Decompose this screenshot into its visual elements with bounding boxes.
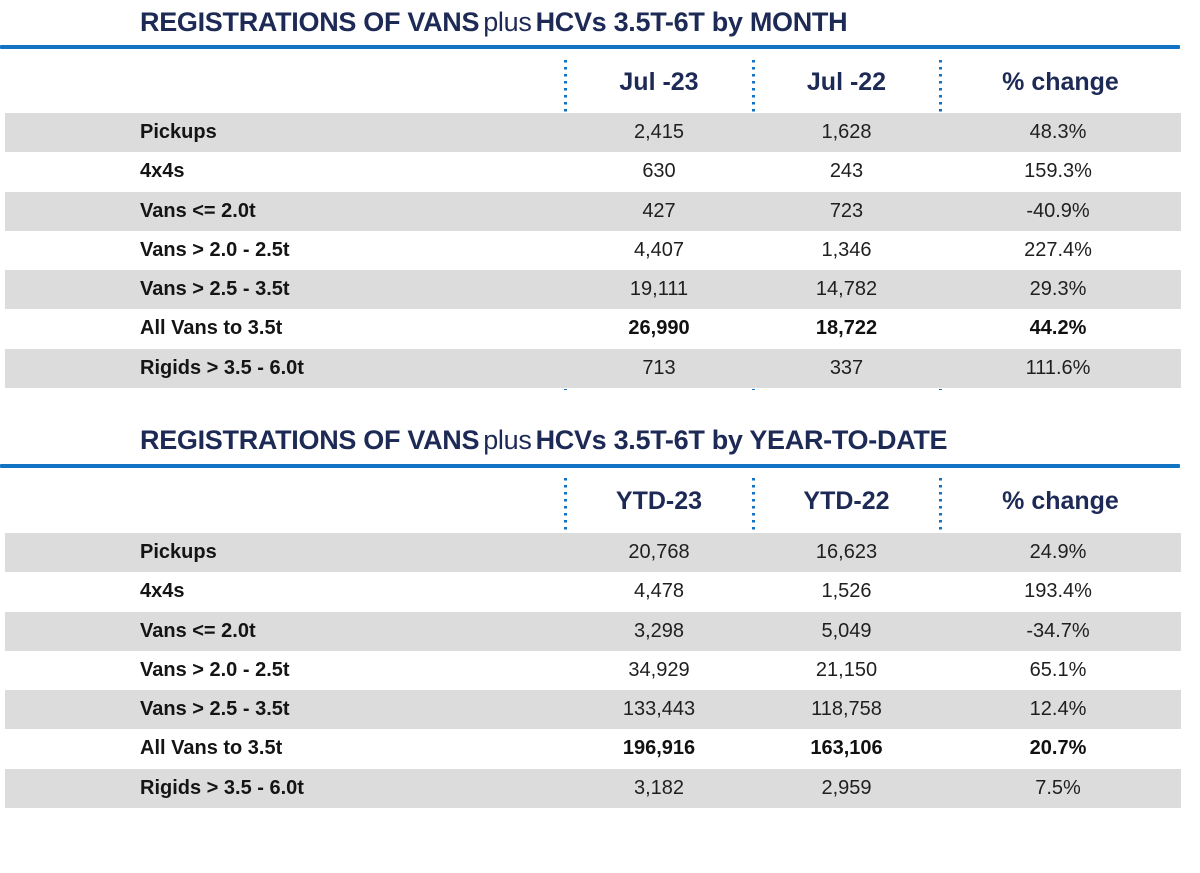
table-row-total: All Vans to 3.5t 26,990 18,722 44.2%	[5, 309, 1181, 349]
section-divider-rule	[0, 464, 1180, 468]
row-label: Vans > 2.5 - 3.5t	[140, 698, 290, 721]
value-jul22: 14,782	[815, 278, 878, 301]
value-pct-change: 12.4%	[1029, 698, 1087, 721]
value-pct-change: 65.1%	[1029, 658, 1087, 681]
table-row: 4x4s 4,478 1,526 193.4%	[5, 572, 1181, 612]
title-part-bold: HCVs 3.5T-6T by YEAR-TO-DATE	[535, 425, 948, 455]
row-label: 4x4s	[140, 580, 185, 603]
table-row: Pickups 20,768 16,623 24.9%	[5, 533, 1181, 573]
value-ytd23: 3,298	[633, 619, 685, 642]
column-header-jul22: Jul -22	[806, 68, 887, 96]
value-ytd22: 1,526	[821, 580, 872, 603]
row-label: Rigids > 3.5 - 6.0t	[140, 356, 304, 379]
value-ytd22: 2,959	[821, 776, 872, 799]
column-header-ytd23: YTD-23	[615, 487, 703, 515]
value-jul22: 1,628	[821, 121, 872, 143]
table-row: Vans > 2.0 - 2.5t 34,929 21,150 65.1%	[5, 650, 1181, 691]
title-part-bold: REGISTRATIONS OF VANS	[140, 7, 480, 37]
title-part-light: plus	[483, 7, 532, 37]
ytd-table-title: REGISTRATIONS OF VANS plus HCVs 3.5T-6T by…	[140, 424, 948, 456]
row-label: All Vans to 3.5t	[140, 317, 283, 340]
row-label: All Vans to 3.5t	[140, 737, 283, 760]
table-row: Vans > 2.0 - 2.5t 4,407 1,346 227.4%	[5, 230, 1181, 271]
value-pct-change: 159.3%	[1024, 160, 1092, 183]
value-ytd23: 3,182	[633, 776, 685, 799]
value-pct-change: 193.4%	[1024, 580, 1092, 603]
row-label: 4x4s	[140, 160, 185, 183]
row-label: Vans > 2.0 - 2.5t	[140, 238, 290, 261]
value-ytd23: 34,929	[628, 658, 690, 681]
value-jul23: 427	[642, 199, 676, 222]
value-ytd22: 118,758	[811, 698, 882, 721]
value-ytd23: 20,768	[628, 541, 690, 563]
value-jul22: 18,722	[815, 317, 878, 340]
value-pct-change: -34.7%	[1026, 619, 1090, 642]
value-ytd22: 21,150	[815, 658, 878, 681]
ytd-table-body: Pickups 20,768 16,623 24.9% 4x4s 4,478 1…	[5, 533, 1181, 809]
value-jul23: 630	[642, 160, 676, 183]
row-label: Vans <= 2.0t	[140, 199, 256, 222]
value-pct-change: 227.4%	[1024, 238, 1092, 261]
row-label: Pickups	[140, 541, 217, 563]
value-jul23: 26,990	[628, 317, 690, 340]
value-ytd23: 4,478	[633, 580, 685, 603]
table-row: Vans > 2.5 - 3.5t 19,111 14,782 29.3%	[5, 270, 1181, 310]
value-ytd22: 5,049	[821, 619, 872, 642]
table-row: Rigids > 3.5 - 6.0t 713 337 111.6%	[5, 348, 1181, 389]
title-part-bold: REGISTRATIONS OF VANS	[140, 425, 480, 455]
section-divider-rule	[0, 45, 1180, 49]
value-jul23: 713	[642, 356, 676, 379]
column-header-jul23: Jul -23	[619, 68, 699, 96]
value-ytd22: 163,106	[810, 737, 883, 760]
value-pct-change: 20.7%	[1029, 737, 1087, 760]
value-jul22: 243	[829, 160, 864, 183]
value-pct-change: 24.9%	[1029, 541, 1087, 563]
table-row: Vans <= 2.0t 427 723 -40.9%	[5, 191, 1181, 231]
row-label: Rigids > 3.5 - 6.0t	[140, 776, 304, 799]
value-ytd23: 133,443	[622, 698, 696, 721]
row-label: Vans > 2.0 - 2.5t	[140, 658, 290, 681]
table-row: Vans > 2.5 - 3.5t 133,443 118,758 12.4%	[5, 690, 1181, 730]
monthly-table-title: REGISTRATIONS OF VANS plus HCVs 3.5T-6T by…	[140, 6, 848, 38]
table-row: Vans <= 2.0t 3,298 5,049 -34.7%	[5, 611, 1181, 651]
table-row-total: All Vans to 3.5t 196,916 163,106 20.7%	[5, 729, 1181, 769]
value-pct-change: 48.3%	[1029, 121, 1087, 143]
table-row: Rigids > 3.5 - 6.0t 3,182 2,959 7.5%	[5, 768, 1181, 809]
value-jul23: 4,407	[633, 238, 685, 261]
ytd-table-header: YTD-23 YTD-22 % change	[0, 474, 1181, 529]
value-pct-change: 111.6%	[1025, 356, 1091, 379]
table-row: 4x4s 630 243 159.3%	[5, 152, 1181, 192]
table-row: Pickups 2,415 1,628 48.3%	[5, 113, 1181, 153]
column-header-pct-change: % change	[1002, 68, 1119, 96]
column-header-pct-change: % change	[1002, 487, 1119, 515]
monthly-table-body: Pickups 2,415 1,628 48.3% 4x4s 630 243 1…	[5, 113, 1181, 389]
row-label: Vans > 2.5 - 3.5t	[140, 278, 290, 301]
row-label: Vans <= 2.0t	[140, 619, 256, 642]
value-pct-change: 7.5%	[1035, 776, 1081, 799]
value-jul23: 2,415	[633, 121, 685, 143]
title-part-bold: HCVs 3.5T-6T by MONTH	[535, 7, 848, 37]
row-label: Pickups	[140, 121, 217, 143]
value-pct-change: 44.2%	[1029, 317, 1087, 340]
title-part-light: plus	[483, 425, 532, 455]
value-jul22: 723	[829, 199, 864, 222]
value-ytd22: 16,623	[815, 541, 878, 563]
value-jul22: 337	[829, 356, 864, 379]
monthly-table-header: Jul -23 Jul -22 % change	[0, 55, 1181, 110]
column-header-ytd22: YTD-22	[803, 487, 890, 515]
value-jul22: 1,346	[821, 238, 872, 261]
value-jul23: 19,111	[629, 278, 689, 301]
value-ytd23: 196,916	[622, 737, 696, 760]
value-pct-change: 29.3%	[1029, 278, 1087, 301]
value-pct-change: -40.9%	[1026, 199, 1090, 222]
